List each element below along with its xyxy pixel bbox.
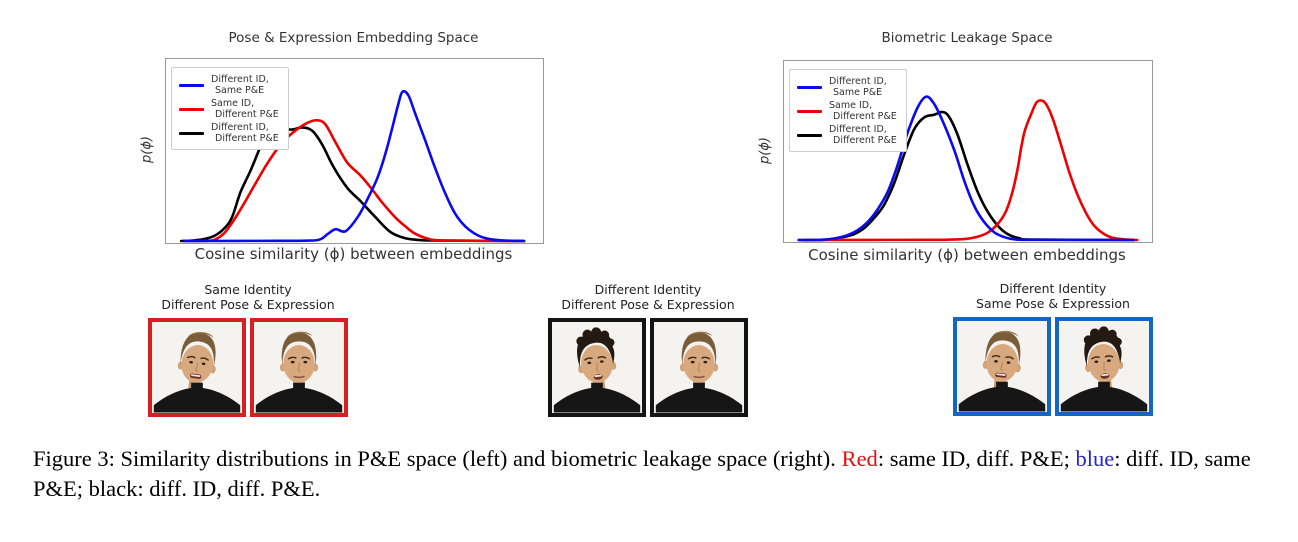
pair-label: Same Identity Different Pose & Expressio… — [161, 282, 335, 312]
blue-line-swatch — [797, 85, 822, 89]
left-chart-plot: Different ID, Same P&E Same ID, Different … — [165, 58, 544, 244]
black-line-swatch — [179, 131, 204, 135]
face-photo — [552, 322, 642, 413]
pair-diff-id-same-pe: Different Identity Same Pose & Expressio… — [903, 281, 1203, 416]
right-chart-ylabel: p(ϕ) — [757, 137, 773, 164]
right-chart-curves — [797, 95, 1139, 242]
face-photo — [254, 322, 344, 413]
photo-frame — [548, 318, 646, 417]
curve-different-id-same-p-e — [797, 95, 1135, 242]
photo-frame — [953, 317, 1051, 416]
left-chart-legend: Different ID, Same P&E Same ID, Different … — [171, 67, 289, 150]
face-photo — [957, 321, 1047, 412]
face-photo — [1059, 321, 1149, 412]
face — [679, 331, 719, 391]
black-shirt — [553, 382, 641, 413]
caption-segment: : same ID, diff. P&E; — [877, 446, 1076, 471]
legend-item: Different ID, Different P&E — [179, 122, 279, 144]
left-chart-curves — [179, 89, 526, 243]
curve-different-id-same-p-e — [183, 89, 526, 243]
black-shirt — [153, 382, 241, 413]
photo-frame — [148, 318, 246, 417]
face-photo — [654, 322, 744, 413]
legend-label: Different ID, — [829, 76, 887, 87]
right-chart-xlabel: Cosine similarity (ϕ) between embeddings — [808, 246, 1126, 264]
face — [1083, 326, 1124, 391]
left-chart-xlabel: Cosine similarity (ϕ) between embeddings — [194, 245, 513, 263]
blue-line-swatch — [179, 83, 204, 87]
legend-item: Different ID, Same P&E — [179, 74, 279, 96]
photo-frame — [650, 318, 748, 417]
photo-frame — [250, 318, 348, 417]
legend-label: Different ID, — [211, 74, 269, 85]
legend-label: Different ID, — [211, 122, 269, 133]
pair-label: Different Identity Different Pose & Expr… — [561, 282, 735, 312]
black-shirt — [958, 381, 1046, 412]
red-line-swatch — [797, 109, 822, 113]
right-chart-title: Biometric Leakage Space — [881, 30, 1053, 46]
caption-segment: : diff. ID, same P&E; black: diff. ID, d… — [33, 446, 1251, 501]
pair-diff-id-diff-pe: Different Identity Different Pose & Expr… — [498, 282, 798, 417]
caption-segment: Figure 3: Similarity distributions in P&… — [33, 446, 842, 471]
right-chart-plot: Different ID, Same P&E Same ID, Different … — [783, 60, 1153, 243]
curve-same-id-different-p-e — [183, 118, 526, 243]
red-line-swatch — [179, 107, 204, 111]
legend-item: Different ID, Same P&E — [797, 76, 897, 98]
figure-caption: Figure 3: Similarity distributions in P&… — [33, 444, 1273, 503]
left-chart-title: Pose & Expression Embedding Space — [228, 30, 479, 46]
curve-same-id-different-p-e — [797, 99, 1139, 242]
left-chart-ylabel: p(ϕ) — [139, 136, 155, 164]
black-shirt — [1060, 381, 1148, 412]
black-shirt — [655, 382, 743, 413]
legend-item: Same ID, Different P&E — [797, 100, 897, 122]
legend-item: Different ID, Different P&E — [797, 124, 897, 146]
pair-same-id-diff-pe: Same Identity Different Pose & Expressio… — [98, 282, 398, 417]
black-shirt — [255, 382, 343, 413]
pair-label: Different Identity Same Pose & Expressio… — [976, 281, 1130, 311]
caption-segment: blue — [1075, 446, 1115, 471]
curve-different-id-different-p-e — [801, 110, 1135, 242]
legend-item: Same ID, Different P&E — [179, 98, 279, 120]
legend-label: Same ID, — [829, 100, 873, 111]
right-chart-legend: Different ID, Same P&E Same ID, Different … — [789, 69, 907, 152]
caption-segment: Red — [841, 446, 878, 471]
photo-frame — [1055, 317, 1153, 416]
legend-label: Same ID, — [211, 98, 255, 109]
black-line-swatch — [797, 133, 822, 137]
face-photo — [152, 322, 242, 413]
legend-label: Different ID, — [829, 124, 887, 135]
